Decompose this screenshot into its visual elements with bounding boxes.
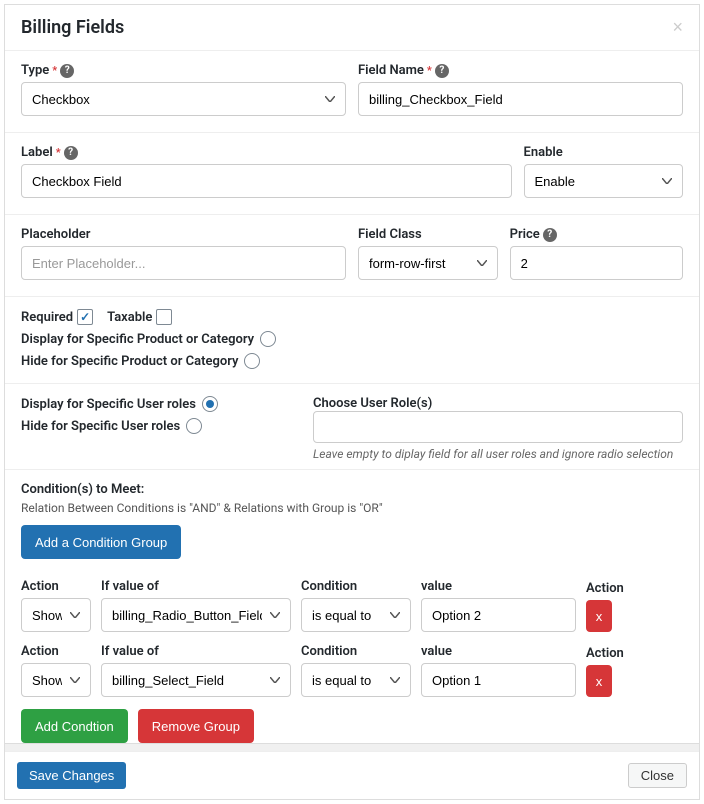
col-action: Action (21, 644, 91, 659)
condition-field-select[interactable]: billing_Radio_Button_Field (101, 598, 291, 632)
field-name-input[interactable] (358, 82, 683, 116)
condition-field-select[interactable]: billing_Select_Field (101, 663, 291, 697)
required-checkbox[interactable]: Required (21, 309, 93, 325)
label-label: Label * ? (21, 145, 512, 160)
modal-body[interactable]: Type * ? Checkbox Field Name * ? (5, 51, 699, 743)
radio-icon (244, 353, 260, 369)
placeholder-label: Placeholder (21, 227, 346, 242)
condition-row: Action Show If value of billing_Radio_Bu… (21, 579, 683, 632)
col-value: value (421, 644, 576, 659)
taxable-checkbox[interactable]: Taxable (107, 309, 172, 325)
delete-condition-button[interactable]: x (586, 600, 612, 632)
role-hint: Leave empty to diplay field for all user… (313, 447, 683, 461)
close-button[interactable]: Close (628, 763, 687, 788)
condition-action-select[interactable]: Show (21, 663, 91, 697)
help-icon[interactable]: ? (64, 146, 78, 160)
help-icon[interactable]: ? (543, 228, 557, 242)
conditions-title: Condition(s) to Meet: (21, 482, 683, 497)
help-icon[interactable]: ? (60, 64, 74, 78)
label-input[interactable] (21, 164, 512, 198)
condition-value-input[interactable] (421, 663, 576, 697)
add-condition-button[interactable]: Add Condtion (21, 709, 128, 743)
add-condition-group-button[interactable]: Add a Condition Group (21, 525, 181, 559)
price-input[interactable] (510, 246, 683, 280)
modal-title: Billing Fields (21, 17, 124, 38)
col-value-of: If value of (101, 644, 291, 659)
delete-condition-button[interactable]: x (586, 665, 612, 697)
choose-role-label: Choose User Role(s) (313, 396, 683, 411)
display-role-radio[interactable]: Display for Specific User roles (21, 396, 301, 412)
required-marker: * (427, 64, 432, 77)
hide-category-radio[interactable]: Hide for Specific Product or Category (21, 353, 683, 369)
conditions-subtitle: Relation Between Conditions is "AND" & R… (21, 501, 683, 515)
horizontal-scrollbar[interactable] (5, 743, 699, 751)
modal-header: Billing Fields × (5, 5, 699, 51)
enable-select[interactable]: Enable (524, 164, 684, 198)
condition-operator-select[interactable]: is equal to (301, 663, 411, 697)
col-value: value (421, 579, 576, 594)
col-action2: Action (586, 646, 632, 661)
field-class-select[interactable]: form-row-first (358, 246, 498, 280)
user-role-select[interactable] (313, 411, 683, 443)
field-class-label: Field Class (358, 227, 498, 242)
checkbox-icon (77, 309, 93, 325)
field-name-label: Field Name * ? (358, 63, 683, 78)
modal-footer: Save Changes Close (5, 751, 699, 799)
col-action: Action (21, 579, 91, 594)
col-action2: Action (586, 581, 632, 596)
hide-role-radio[interactable]: Hide for Specific User roles (21, 418, 301, 434)
condition-action-select[interactable]: Show (21, 598, 91, 632)
condition-operator-select[interactable]: is equal to (301, 598, 411, 632)
checkbox-icon (156, 309, 172, 325)
display-category-radio[interactable]: Display for Specific Product or Category (21, 331, 683, 347)
condition-value-input[interactable] (421, 598, 576, 632)
required-marker: * (56, 146, 61, 159)
col-condition: Condition (301, 644, 411, 659)
radio-icon (186, 418, 202, 434)
help-icon[interactable]: ? (435, 64, 449, 78)
col-value-of: If value of (101, 579, 291, 594)
close-icon[interactable]: × (672, 17, 683, 38)
col-condition: Condition (301, 579, 411, 594)
type-select[interactable]: Checkbox (21, 82, 346, 116)
radio-icon (260, 331, 276, 347)
remove-group-button[interactable]: Remove Group (138, 709, 254, 743)
required-marker: * (52, 64, 57, 77)
condition-row: Action Show If value of billing_Select_F… (21, 644, 683, 697)
radio-icon (202, 396, 218, 412)
modal: Billing Fields × Type * ? Checkbox (4, 4, 700, 800)
type-label: Type * ? (21, 63, 346, 78)
enable-label: Enable (524, 145, 684, 160)
placeholder-input[interactable] (21, 246, 346, 280)
save-changes-button[interactable]: Save Changes (17, 762, 126, 789)
price-label: Price ? (510, 227, 683, 242)
